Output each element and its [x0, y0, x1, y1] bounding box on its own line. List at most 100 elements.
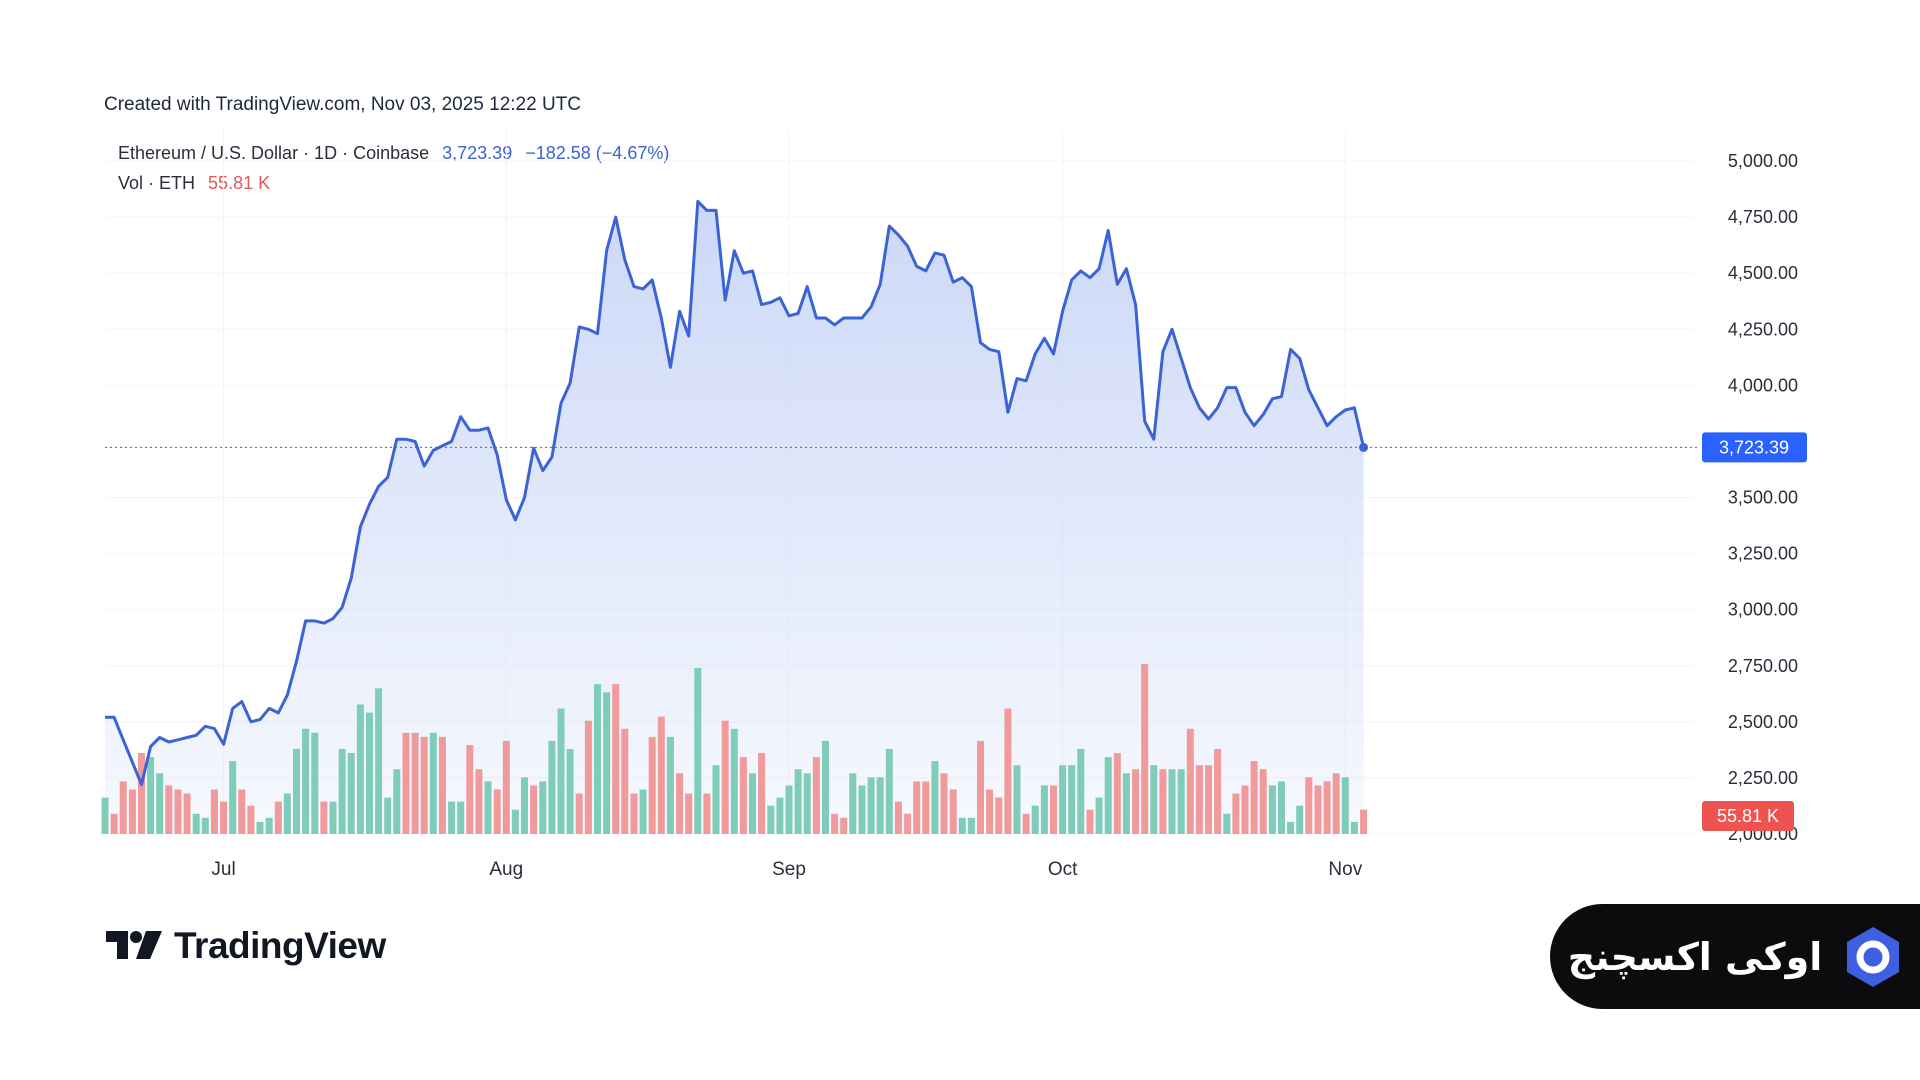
volume-bar	[311, 732, 319, 834]
volume-bar	[730, 728, 738, 834]
volume-bar	[1168, 769, 1176, 834]
volume-bar	[1022, 813, 1030, 834]
volume-bar	[639, 789, 647, 834]
volume-bar	[648, 736, 656, 834]
volume-bar	[1150, 765, 1158, 834]
last-price-badge	[1702, 432, 1807, 463]
volume-bar	[438, 736, 446, 834]
volume-badge-label: 55.81 K	[1717, 806, 1779, 826]
volume-bar	[739, 757, 747, 834]
volume-bar	[1287, 821, 1295, 834]
volume-bar	[1350, 821, 1358, 834]
volume-bar	[1360, 809, 1368, 834]
x-tick-label: Aug	[489, 859, 523, 880]
volume-bar	[1296, 805, 1304, 834]
volume-bar	[1223, 813, 1231, 834]
volume-bar	[502, 740, 510, 834]
volume-bar	[165, 785, 173, 834]
volume-bar	[904, 813, 912, 834]
volume-bar	[566, 749, 574, 834]
volume-bar	[949, 789, 957, 834]
volume-label[interactable]: Vol · ETH	[118, 173, 196, 193]
volume-bar	[712, 765, 720, 834]
volume-bar	[676, 773, 684, 834]
volume-bar	[293, 749, 300, 834]
volume-bar	[940, 773, 948, 834]
x-tick-label: Sep	[772, 859, 806, 880]
volume-bar	[1314, 785, 1322, 834]
volume-bar	[1268, 785, 1276, 834]
volume-bar	[302, 728, 310, 834]
volume-bar	[210, 789, 218, 834]
volume-bar	[822, 740, 829, 834]
exchange-badge: اوکی اکسچنج	[1550, 904, 1920, 1009]
volume-bar	[794, 769, 802, 834]
volume-bar	[511, 809, 519, 834]
tradingview-logo: TradingView	[106, 925, 386, 967]
volume-bar	[1323, 781, 1331, 834]
volume-bar	[229, 761, 237, 834]
volume-bar	[812, 757, 820, 834]
last-price-dot	[1359, 442, 1369, 452]
volume-bar	[1259, 769, 1267, 834]
tradingview-wordmark: TradingView	[174, 925, 386, 966]
volume-bar	[1332, 773, 1340, 834]
volume-bar	[156, 773, 164, 834]
volume-bar	[603, 692, 611, 834]
volume-bar	[995, 797, 1003, 834]
volume-bar	[138, 753, 145, 834]
y-tick-label: 3,000.00	[1728, 600, 1798, 620]
volume-bar	[575, 793, 583, 834]
volume-bar	[1068, 765, 1076, 834]
volume-bar	[876, 777, 884, 834]
volume-bar	[201, 817, 209, 834]
volume-bar	[858, 785, 866, 834]
volume-bar	[1031, 805, 1039, 834]
volume-bar	[548, 740, 556, 834]
volume-bar	[493, 789, 501, 834]
volume-bar	[1205, 765, 1212, 834]
volume-bar	[1013, 765, 1021, 834]
volume-bar	[521, 777, 528, 834]
volume-bar	[1177, 769, 1185, 834]
y-tick-label: 4,000.00	[1728, 375, 1798, 395]
volume-bar	[557, 708, 565, 834]
volume-bar	[1113, 753, 1121, 834]
volume-bar	[1141, 664, 1149, 834]
volume-bar	[694, 668, 702, 834]
volume-bar	[484, 781, 492, 834]
volume-bar	[767, 805, 775, 834]
volume-bar	[147, 757, 155, 834]
y-tick-label: 3,500.00	[1728, 488, 1798, 508]
volume-bar	[1159, 769, 1167, 834]
last-price-value: 3,723.39	[442, 143, 513, 163]
y-tick-label: 4,250.00	[1728, 319, 1798, 339]
volume-bar	[192, 813, 200, 834]
volume-bar	[721, 720, 729, 834]
volume-bar	[101, 797, 109, 834]
volume-bar	[356, 704, 364, 834]
volume-bar	[1132, 769, 1140, 834]
volume-bar	[831, 813, 839, 834]
volume-bar	[1040, 785, 1048, 834]
volume-bar	[338, 749, 346, 834]
y-tick-label: 5,000.00	[1728, 151, 1798, 171]
volume-bar	[256, 821, 264, 834]
volume-bar	[630, 793, 638, 834]
volume-bar	[758, 753, 766, 834]
volume-bar	[666, 736, 674, 834]
volume-bar	[867, 777, 875, 834]
symbol-label[interactable]: Ethereum / U.S. Dollar · 1D · Coinbase	[118, 143, 430, 163]
volume-bar	[183, 793, 191, 834]
volume-bar	[913, 781, 921, 834]
volume-bar	[174, 789, 182, 834]
tradingview-logo-icon	[106, 931, 162, 959]
volume-bar	[128, 789, 136, 834]
volume-bar	[967, 817, 975, 834]
volume-bar	[1050, 785, 1057, 834]
x-tick-label: Oct	[1048, 859, 1078, 880]
volume-bar	[1305, 777, 1313, 834]
volume-bar	[110, 813, 118, 834]
volume-bar	[429, 732, 437, 834]
